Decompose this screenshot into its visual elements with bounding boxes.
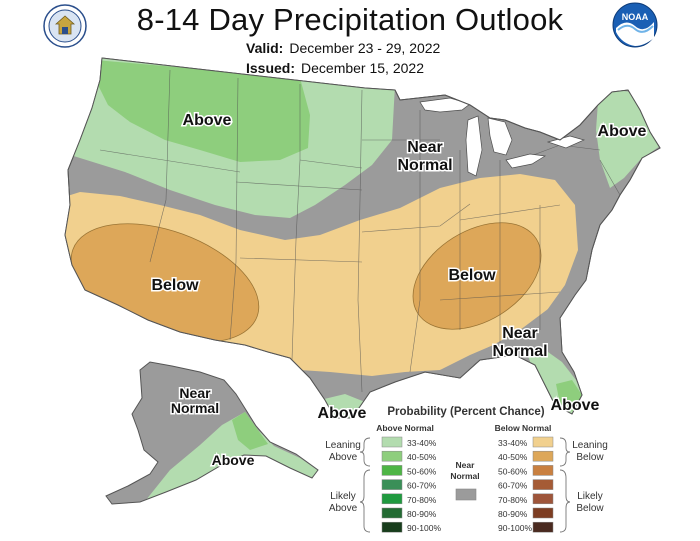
legend-title: Probability (Percent Chance) (387, 406, 544, 418)
noaa-logo-text: NOAA (622, 12, 649, 22)
above-mid-nw (95, 60, 310, 162)
legend-likely-below-2: Below (576, 503, 604, 514)
label-near-normal-north-2: Normal (397, 157, 452, 174)
alaska-region (105, 361, 319, 505)
label-above-fl: Above (551, 397, 600, 414)
noaa-logo-icon: NOAA (612, 2, 658, 48)
issued-value: December 15, 2022 (301, 60, 424, 76)
legend-range-below-1: 40-50% (498, 452, 528, 462)
label-below-tn: Below (448, 267, 496, 284)
issued-label: Issued: (246, 60, 296, 76)
legend-range-below-4: 70-80% (498, 495, 528, 505)
department-of-commerce-seal-icon (43, 4, 87, 48)
legend-swatch-below-6 (532, 521, 554, 533)
legend-below-header: Below Normal (495, 423, 552, 433)
legend-range-above-5: 80-90% (407, 509, 437, 519)
label-near-normal-ak-2: Normal (171, 400, 219, 416)
legend-swatch-above-4 (381, 493, 403, 505)
above-light-ak (146, 412, 318, 504)
legend-range-below-0: 33-40% (498, 438, 528, 448)
legend-swatch-below-5 (532, 507, 554, 519)
legend-swatch-near-normal (455, 488, 477, 501)
label-below-sw: Below (151, 277, 199, 294)
legend-range-above-4: 70-80% (407, 495, 437, 505)
legend-range-below-5: 80-90% (498, 509, 528, 519)
legend-swatch-below-2 (532, 465, 554, 476)
legend-range-above-3: 60-70% (407, 481, 437, 491)
legend-range-below-6: 90-100% (498, 523, 532, 533)
label-above-ak: Above (212, 452, 255, 468)
conus-region (64, 57, 661, 419)
legend-above-header: Above Normal (376, 423, 434, 433)
legend-range-below-2: 50-60% (498, 466, 528, 476)
legend-near-normal-1: Near (456, 460, 476, 470)
legend: Probability (Percent Chance) Above Norma… (325, 406, 608, 533)
legend-leaning-above-1: Leaning (325, 440, 361, 451)
label-near-normal-se-1: Near (502, 325, 538, 342)
legend-range-below-3: 60-70% (498, 481, 528, 491)
above-mid-ak (232, 412, 268, 450)
label-near-normal-north-1: Near (407, 139, 443, 156)
legend-swatch-below-1 (532, 450, 554, 462)
below-mid-tn (412, 222, 542, 330)
issued-date: Issued: December 15, 2022 (246, 60, 424, 76)
legend-swatch-above-1 (381, 450, 403, 462)
label-above-nw: Above (183, 112, 232, 129)
legend-swatch-above-6 (381, 521, 403, 533)
legend-likely-above-2: Above (329, 503, 358, 514)
legend-likely-above-1: Likely (330, 491, 356, 502)
legend-swatch-below-4 (532, 493, 554, 505)
valid-dates: Valid: December 23 - 29, 2022 (246, 40, 440, 56)
label-near-normal-se-2: Normal (492, 343, 547, 360)
legend-swatch-above-2 (381, 465, 403, 476)
legend-likely-below-1: Likely (577, 491, 603, 502)
valid-label: Valid: (246, 40, 284, 56)
legend-range-above-1: 40-50% (407, 452, 437, 462)
legend-range-above-6: 90-100% (407, 523, 441, 533)
legend-swatch-below-0 (532, 436, 554, 448)
legend-swatch-above-5 (381, 507, 403, 519)
label-above-ne: Above (598, 123, 647, 140)
legend-leaning-above-2: Above (329, 452, 358, 463)
legend-near-normal-2: Normal (450, 471, 479, 481)
legend-swatch-above-0 (381, 436, 403, 448)
legend-swatch-above-3 (381, 479, 403, 490)
legend-swatch-below-3 (532, 479, 554, 490)
label-above-tx: Above (318, 405, 367, 422)
map-title: 8-14 Day Precipitation Outlook (136, 2, 564, 37)
legend-leaning-below-2: Below (576, 452, 604, 463)
valid-value: December 23 - 29, 2022 (289, 40, 441, 56)
legend-range-above-0: 33-40% (407, 438, 437, 448)
legend-leaning-below-1: Leaning (572, 440, 608, 451)
legend-range-above-2: 50-60% (407, 466, 437, 476)
label-near-normal-ak-1: Near (179, 385, 211, 401)
